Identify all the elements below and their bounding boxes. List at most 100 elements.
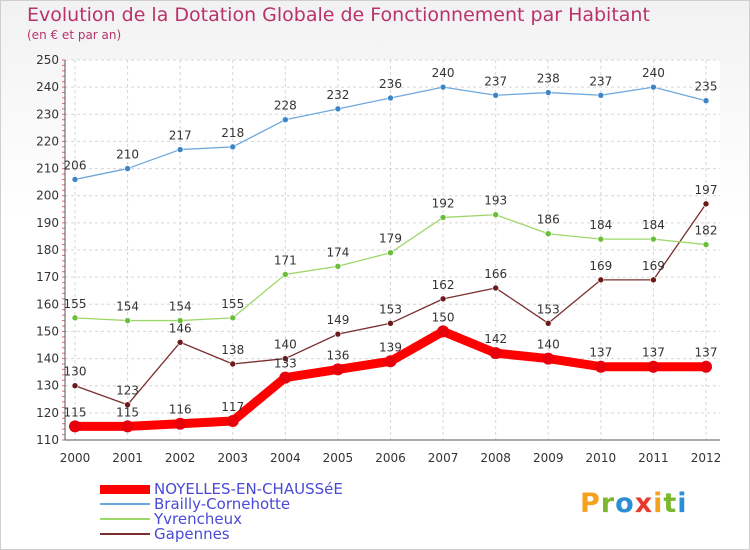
data-label-3: 153 xyxy=(537,302,560,316)
data-point-2 xyxy=(544,230,552,238)
data-point-0 xyxy=(174,417,187,430)
data-point-3 xyxy=(439,295,447,303)
data-label-0: 115 xyxy=(64,405,87,419)
data-point-3 xyxy=(229,360,237,368)
data-point-1 xyxy=(176,146,184,153)
data-point-0 xyxy=(647,360,660,373)
data-point-3 xyxy=(650,276,657,284)
data-point-2 xyxy=(387,249,394,257)
y-tick-label: 150 xyxy=(36,324,59,338)
data-label-0: 136 xyxy=(326,348,349,362)
data-point-3 xyxy=(387,319,394,327)
data-label-2: 174 xyxy=(326,245,349,259)
data-label-2: 154 xyxy=(116,300,139,314)
data-label-3: 162 xyxy=(432,278,455,292)
data-point-2 xyxy=(124,317,131,324)
x-tick-label: 2005 xyxy=(323,451,354,465)
data-label-2: 155 xyxy=(221,297,244,311)
data-label-1: 206 xyxy=(64,158,87,172)
data-point-1 xyxy=(282,116,289,124)
data-point-1 xyxy=(334,105,342,113)
data-point-0 xyxy=(594,360,607,373)
proxiti-logo: Proxiti xyxy=(580,488,688,519)
data-label-0: 150 xyxy=(432,310,455,324)
data-label-0: 137 xyxy=(695,346,718,360)
line-chart: 110 120 130 140 150 160 170 180 190 200 210 220 230 2… xyxy=(36,53,721,465)
data-point-3 xyxy=(702,200,710,208)
data-point-3 xyxy=(282,355,289,362)
data-point-1 xyxy=(71,176,79,183)
data-label-3: 123 xyxy=(116,384,139,398)
data-label-2: 155 xyxy=(64,297,87,311)
data-label-2: 179 xyxy=(379,232,402,246)
data-point-0 xyxy=(489,347,502,360)
x-tick-label: 2001 xyxy=(112,451,143,465)
legend-swatch xyxy=(100,503,150,505)
legend-swatch xyxy=(100,484,150,494)
data-label-0: 115 xyxy=(116,405,139,419)
data-label-0: 117 xyxy=(221,400,244,414)
y-tick-label: 160 xyxy=(36,297,59,311)
data-label-0: 137 xyxy=(642,346,665,360)
data-label-3: 153 xyxy=(379,302,402,316)
x-tick-label: 2007 xyxy=(428,451,459,465)
x-tick-label: 2003 xyxy=(217,451,248,465)
data-point-0 xyxy=(700,360,712,373)
logo-letter: t xyxy=(663,488,678,519)
legend-label: Gapennes xyxy=(154,525,230,543)
data-label-3: 169 xyxy=(589,259,612,273)
data-point-1 xyxy=(597,91,605,99)
data-point-1 xyxy=(650,83,657,91)
x-tick-label: 2004 xyxy=(270,451,301,465)
data-label-2: 184 xyxy=(642,218,665,232)
logo-letter: x xyxy=(634,488,654,519)
data-label-3: 140 xyxy=(274,338,297,352)
logo-letter: r xyxy=(600,488,616,519)
y-tick-label: 130 xyxy=(36,379,59,393)
data-point-3 xyxy=(544,319,552,327)
data-label-0: 133 xyxy=(274,357,297,371)
data-point-0 xyxy=(437,325,450,338)
y-tick-label: 250 xyxy=(36,53,59,67)
data-point-3 xyxy=(124,401,131,409)
data-label-0: 137 xyxy=(589,346,612,360)
x-tick-label: 2010 xyxy=(586,451,617,465)
legend-swatch xyxy=(100,533,150,535)
chart-title: Evolution de la Dotation Globale de Fonc… xyxy=(27,4,650,26)
data-point-1 xyxy=(124,165,131,172)
y-tick-label: 110 xyxy=(36,433,59,447)
data-label-1: 228 xyxy=(274,99,297,113)
data-point-2 xyxy=(650,235,657,243)
data-point-2 xyxy=(71,314,79,322)
data-point-1 xyxy=(229,143,237,151)
data-point-3 xyxy=(334,330,342,338)
data-point-2 xyxy=(439,214,447,221)
data-label-3: 169 xyxy=(642,259,665,273)
x-tick-label: 2000 xyxy=(60,451,91,465)
data-label-2: 186 xyxy=(537,213,560,227)
data-point-1 xyxy=(387,94,394,102)
y-tick-label: 210 xyxy=(36,162,59,176)
chart-subtitle: (en € et par an) xyxy=(27,28,122,42)
data-point-0 xyxy=(384,355,397,368)
data-point-2 xyxy=(229,314,237,322)
data-point-1 xyxy=(702,97,710,105)
data-label-3: 149 xyxy=(326,313,349,327)
y-tick-label: 200 xyxy=(36,189,59,203)
data-label-1: 238 xyxy=(537,72,560,86)
y-tick-label: 180 xyxy=(36,243,59,257)
data-label-3: 166 xyxy=(484,267,507,281)
data-label-0: 116 xyxy=(169,403,192,417)
data-point-0 xyxy=(331,363,344,376)
data-label-2: 184 xyxy=(589,218,612,232)
x-tick-label: 2008 xyxy=(480,451,511,465)
data-point-2 xyxy=(702,241,710,248)
y-tick-label: 220 xyxy=(36,134,59,148)
y-tick-label: 190 xyxy=(36,216,59,230)
x-tick-label: 2006 xyxy=(375,451,406,465)
data-point-2 xyxy=(334,262,342,270)
data-label-1: 232 xyxy=(326,88,349,102)
data-point-0 xyxy=(226,415,239,427)
x-tick-label: 2002 xyxy=(165,451,196,465)
y-tick-label: 120 xyxy=(36,406,59,420)
